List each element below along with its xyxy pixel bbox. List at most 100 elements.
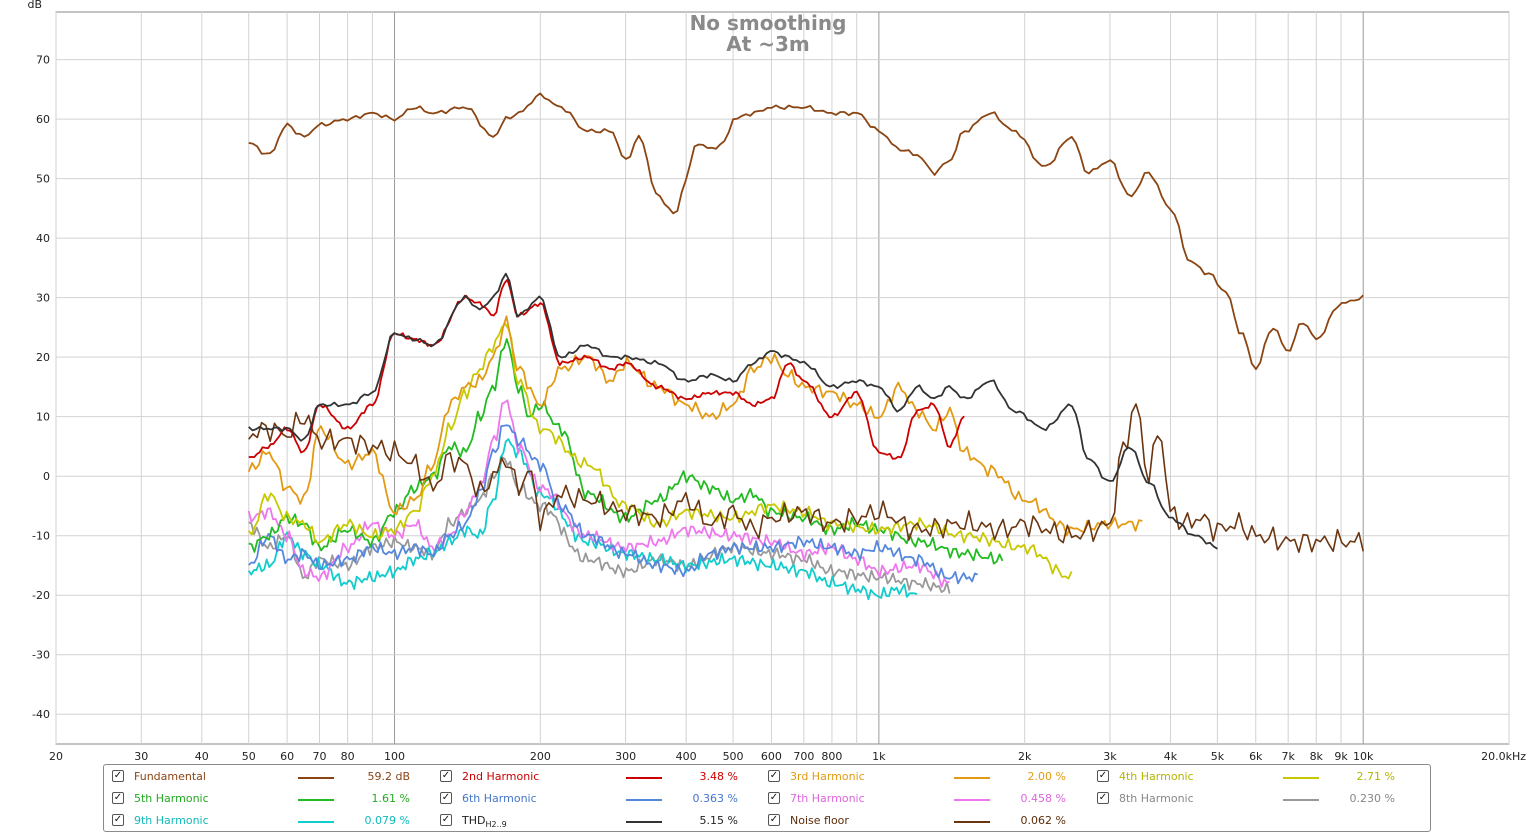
legend-value: 0.079 % (364, 814, 410, 827)
legend: ✓ Fundamental 59.2 dB ✓ 2nd Harmonic 3.48 % ✓ 3… (103, 764, 1431, 832)
legend-name: Noise floor (790, 814, 849, 827)
legend-item-3rd-harmonic: ✓ 3rd Harmonic 2.00 % (768, 768, 1088, 784)
series-line-thd (248, 272, 1218, 550)
legend-value: 2.71 % (1356, 770, 1395, 783)
x-tick-label: 50 (242, 750, 256, 763)
legend-name: 3rd Harmonic (790, 770, 865, 783)
legend-checkbox-4th-harmonic[interactable]: ✓ (1097, 770, 1109, 782)
legend-item-2nd-harmonic: ✓ 2nd Harmonic 3.48 % (440, 768, 760, 784)
legend-checkbox-2nd-harmonic[interactable]: ✓ (440, 770, 452, 782)
legend-value: 1.61 % (371, 792, 410, 805)
legend-value: 0.062 % (1020, 814, 1066, 827)
plot-frame (55, 11, 1510, 745)
legend-name: Fundamental (134, 770, 206, 783)
x-tick-label: 80 (341, 750, 355, 763)
legend-line-swatch (1283, 799, 1319, 801)
y-axis-label: dB (27, 0, 42, 11)
x-tick-label: 2k (1018, 750, 1032, 763)
x-tick-label: 8k (1310, 750, 1324, 763)
x-tick-label: 7k (1281, 750, 1295, 763)
legend-item-9th-harmonic: ✓ 9th Harmonic 0.079 % (112, 812, 432, 828)
legend-checkbox-fundamental[interactable]: ✓ (112, 770, 124, 782)
legend-line-swatch (626, 799, 662, 801)
legend-name: 4th Harmonic (1119, 770, 1194, 783)
x-tick-label: 400 (676, 750, 697, 763)
legend-line-swatch (298, 821, 334, 823)
legend-value: 59.2 dB (367, 770, 410, 783)
series-line-9th-harmonic (247, 438, 918, 601)
x-tick-label: 4k (1164, 750, 1178, 763)
legend-checkbox-9th-harmonic[interactable]: ✓ (112, 814, 124, 826)
legend-name: THDH2..9 (462, 814, 507, 829)
x-tick-label: 30 (134, 750, 148, 763)
y-tick-label: 40 (36, 232, 50, 245)
legend-item-7th-harmonic: ✓ 7th Harmonic 0.458 % (768, 790, 1088, 806)
y-tick-label: 20 (36, 351, 50, 364)
y-tick-label: 50 (36, 173, 50, 186)
x-tick-label: 70 (313, 750, 327, 763)
x-tick-label: 20 (49, 750, 63, 763)
x-tick-labels: 20 30 40 50 60 70 80 100 200 300 400 500 600 700 800 1k… (49, 750, 1526, 763)
x-tick-label: 3k (1103, 750, 1117, 763)
x-tick-label: 60 (280, 750, 294, 763)
legend-line-swatch (626, 821, 662, 823)
x-tick-label: 300 (615, 750, 636, 763)
legend-line-swatch (1283, 777, 1319, 779)
legend-line-swatch (954, 821, 990, 823)
legend-item-6th-harmonic: ✓ 6th Harmonic 0.363 % (440, 790, 760, 806)
legend-line-swatch (954, 777, 990, 779)
x-tick-label: 700 (793, 750, 814, 763)
legend-checkbox-thd[interactable]: ✓ (440, 814, 452, 826)
x-tick-label: 5k (1211, 750, 1225, 763)
legend-value: 0.458 % (1020, 792, 1066, 805)
x-tick-label: 500 (723, 750, 744, 763)
x-tick-label: 600 (761, 750, 782, 763)
legend-value: 0.230 % (1349, 792, 1395, 805)
series-line-3rd-harmonic (247, 315, 1143, 537)
x-tick-label: 10k (1353, 750, 1374, 763)
series-lines (247, 92, 1364, 601)
legend-line-swatch (298, 777, 334, 779)
x-tick-label: 40 (195, 750, 209, 763)
grid-lines (55, 12, 1510, 744)
legend-checkbox-6th-harmonic[interactable]: ✓ (440, 792, 452, 804)
legend-line-swatch (626, 777, 662, 779)
legend-name: 8th Harmonic (1119, 792, 1194, 805)
y-tick-label: 70 (36, 54, 50, 67)
legend-checkbox-5th-harmonic[interactable]: ✓ (112, 792, 124, 804)
legend-checkbox-7th-harmonic[interactable]: ✓ (768, 792, 780, 804)
legend-item-noise-floor: ✓ Noise floor 0.062 % (768, 812, 1088, 828)
y-tick-label: -10 (32, 530, 50, 543)
frequency-response-chart: -40 -30 -20 -10 0 10 20 30 40 50 60 70 20 30 40 50 60 70… (27, 0, 1526, 763)
y-tick-label: -40 (32, 708, 50, 721)
legend-item-8th-harmonic: ✓ 8th Harmonic 0.230 % (1097, 790, 1417, 806)
legend-name: 9th Harmonic (134, 814, 209, 827)
chart-title: No smoothing (690, 11, 847, 35)
legend-checkbox-3rd-harmonic[interactable]: ✓ (768, 770, 780, 782)
y-tick-labels: -40 -30 -20 -10 0 10 20 30 40 50 60 70 (32, 54, 50, 722)
legend-value: 0.363 % (692, 792, 738, 805)
y-tick-label: 30 (36, 292, 50, 305)
legend-value: 5.15 % (699, 814, 738, 827)
legend-value: 3.48 % (699, 770, 738, 783)
y-tick-label: -20 (32, 589, 50, 602)
x-tick-label: 6k (1249, 750, 1263, 763)
legend-checkbox-noise-floor[interactable]: ✓ (768, 814, 780, 826)
legend-name: 5th Harmonic (134, 792, 209, 805)
x-tick-label: 9k (1334, 750, 1348, 763)
x-tick-label: 1k (872, 750, 886, 763)
legend-name: 6th Harmonic (462, 792, 537, 805)
series-line-fundamental (248, 92, 1364, 371)
legend-checkbox-8th-harmonic[interactable]: ✓ (1097, 792, 1109, 804)
legend-name: 2nd Harmonic (462, 770, 540, 783)
legend-item-5th-harmonic: ✓ 5th Harmonic 1.61 % (112, 790, 432, 806)
legend-value: 2.00 % (1027, 770, 1066, 783)
y-tick-label: 0 (43, 470, 50, 483)
y-tick-label: 10 (36, 411, 50, 424)
series-line-5th-harmonic (248, 338, 1004, 565)
x-tick-label: 800 (821, 750, 842, 763)
legend-item-fundamental: ✓ Fundamental 59.2 dB (112, 768, 432, 784)
y-tick-label: -30 (32, 649, 50, 662)
y-tick-label: 60 (36, 113, 50, 126)
legend-line-swatch (954, 799, 990, 801)
